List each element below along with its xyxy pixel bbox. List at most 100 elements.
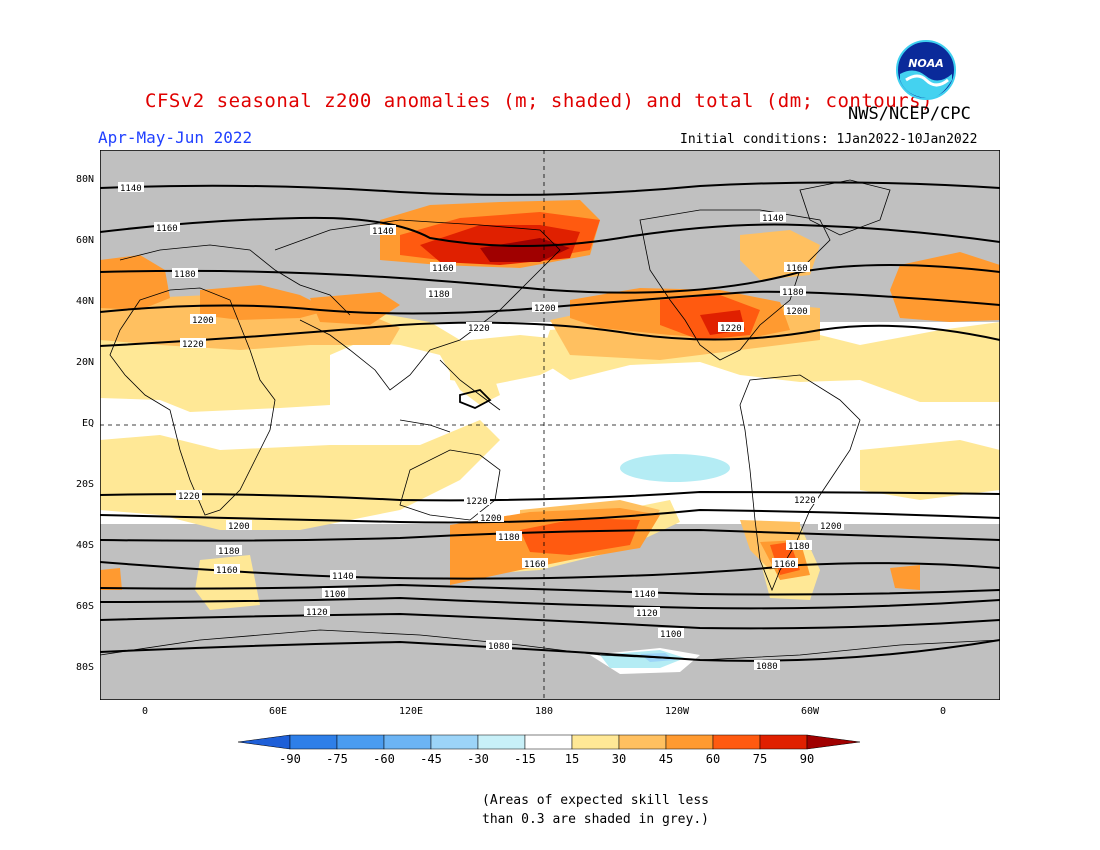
colorbar-label: -90 xyxy=(279,752,301,766)
contour-label: 1140 xyxy=(634,590,656,600)
lat-label-20n: 20N xyxy=(75,357,94,368)
contour-label: 1140 xyxy=(332,572,354,582)
contour-label: 1180 xyxy=(218,547,240,557)
contour-label: 1160 xyxy=(524,560,546,570)
colorbar-arrow-right xyxy=(806,734,861,750)
colorbar-label: 30 xyxy=(611,752,627,766)
contour-label: 1140 xyxy=(120,184,142,194)
contour-label: 1120 xyxy=(636,609,658,619)
lat-label-40n: 40N xyxy=(75,296,94,307)
contour-1080-south xyxy=(100,639,1000,662)
skill-note-line1: (Areas of expected skill less xyxy=(482,793,709,808)
colorbar-label: 45 xyxy=(658,752,674,766)
contour-label: 1220 xyxy=(720,324,742,334)
noaa-logo: NOAA xyxy=(896,40,956,100)
colorbar-cell xyxy=(759,734,808,750)
contour-label: 1160 xyxy=(156,224,178,234)
colorbar-label: -15 xyxy=(514,752,536,766)
lat-label-eq: EQ xyxy=(81,418,94,429)
contour-1140-south xyxy=(100,583,1000,596)
contour-label: 1080 xyxy=(756,662,778,672)
contour-label: 1180 xyxy=(428,290,450,300)
contour-label: 1140 xyxy=(372,227,394,237)
colorbar-label: -45 xyxy=(420,752,442,766)
contour-1120-south xyxy=(100,596,1000,610)
contour-label: 1120 xyxy=(306,608,328,618)
contour-label: 1180 xyxy=(782,288,804,298)
agency-label: NWS/NCEP/CPC xyxy=(848,104,971,124)
contour-label: 1200 xyxy=(228,522,250,532)
contour-1220-south xyxy=(100,490,1000,502)
contour-label: 1200 xyxy=(820,522,842,532)
lon-label-60w: 60W xyxy=(800,706,820,717)
initial-conditions-label: Initial conditions: 1Jan2022-10Jan2022 xyxy=(680,132,978,147)
colorbar xyxy=(238,734,861,750)
colorbar-label: -30 xyxy=(467,752,489,766)
contour-label: 1160 xyxy=(216,566,238,576)
lon-label-120e: 120E xyxy=(398,706,424,717)
lat-label-80s: 80S xyxy=(75,662,94,673)
colorbar-label: 15 xyxy=(564,752,580,766)
contour-label: 1100 xyxy=(660,630,682,640)
contour-label: 1220 xyxy=(468,324,490,334)
contour-label: 1160 xyxy=(774,560,796,570)
contour-label: 1220 xyxy=(178,492,200,502)
colorbar-arrow-left xyxy=(238,734,291,750)
contour-1160-south xyxy=(100,561,1000,580)
contour-label: 1220 xyxy=(466,497,488,507)
colorbar-cell xyxy=(289,734,338,750)
contour-label: 1220 xyxy=(794,496,816,506)
colorbar-cell xyxy=(383,734,432,750)
contour-label: 1200 xyxy=(786,307,808,317)
colorbar-label: 60 xyxy=(705,752,721,766)
logo-text: NOAA xyxy=(908,57,944,70)
lon-label-60e: 60E xyxy=(268,706,288,717)
contour-1200-south xyxy=(100,508,1000,524)
anomaly-orange-north xyxy=(100,295,400,350)
colorbar-label: -75 xyxy=(326,752,348,766)
colorbar-cell xyxy=(430,734,479,750)
contour-label: 1080 xyxy=(488,642,510,652)
colorbar-cell xyxy=(477,734,526,750)
colorbar-cell xyxy=(665,734,714,750)
contour-label: 1180 xyxy=(174,270,196,280)
contour-label: 1100 xyxy=(324,590,346,600)
skill-note-line2: than 0.3 are shaded in grey.) xyxy=(482,812,709,827)
contour-label: 1180 xyxy=(498,533,520,543)
contour-1160-north xyxy=(100,216,1000,247)
contour-label: 1200 xyxy=(192,316,214,326)
contour-label: 1200 xyxy=(534,304,556,314)
colorbar-label: 75 xyxy=(752,752,768,766)
lat-label-80n: 80N xyxy=(75,174,94,185)
colorbar-cell xyxy=(336,734,385,750)
lat-label-20s: 20S xyxy=(75,479,94,490)
colorbar-label: 90 xyxy=(799,752,815,766)
contour-label: 1200 xyxy=(480,514,502,524)
contour-label: 1160 xyxy=(786,264,808,274)
contour-1180-north xyxy=(100,264,1000,294)
anomaly-red-south-pacific xyxy=(520,518,640,555)
contour-label: 1160 xyxy=(432,264,454,274)
contour-labels: 1140 1160 1180 1200 1220 1140 1160 1180 … xyxy=(118,182,844,672)
contour-1140-north xyxy=(100,181,1000,196)
lon-label-120w: 120W xyxy=(664,706,690,717)
contour-label: 1180 xyxy=(788,542,810,552)
lon-label-0: 0 xyxy=(141,706,149,717)
lat-label-60s: 60S xyxy=(75,601,94,612)
lon-label-180: 180 xyxy=(534,706,554,717)
colorbar-cell xyxy=(618,734,667,750)
contour-1180-south xyxy=(100,528,1000,542)
contour-label: 1140 xyxy=(762,214,784,224)
anomaly-blue-tropical-pacific xyxy=(620,454,730,482)
colorbar-cell xyxy=(712,734,761,750)
lat-label-60n: 60N xyxy=(75,235,94,246)
map-title: CFSv2 seasonal z200 anomalies (m; shaded… xyxy=(145,90,933,112)
colorbar-label: -60 xyxy=(373,752,395,766)
lon-label-0-right: 0 xyxy=(939,706,947,717)
contour-label: 1220 xyxy=(182,340,204,350)
anomaly-map: 1140 1160 1180 1200 1220 1140 1160 1180 … xyxy=(100,150,1000,700)
height-contours xyxy=(100,181,1000,662)
colorbar-cell xyxy=(524,734,573,750)
season-label: Apr-May-Jun 2022 xyxy=(98,128,253,147)
colorbar-cell xyxy=(571,734,620,750)
